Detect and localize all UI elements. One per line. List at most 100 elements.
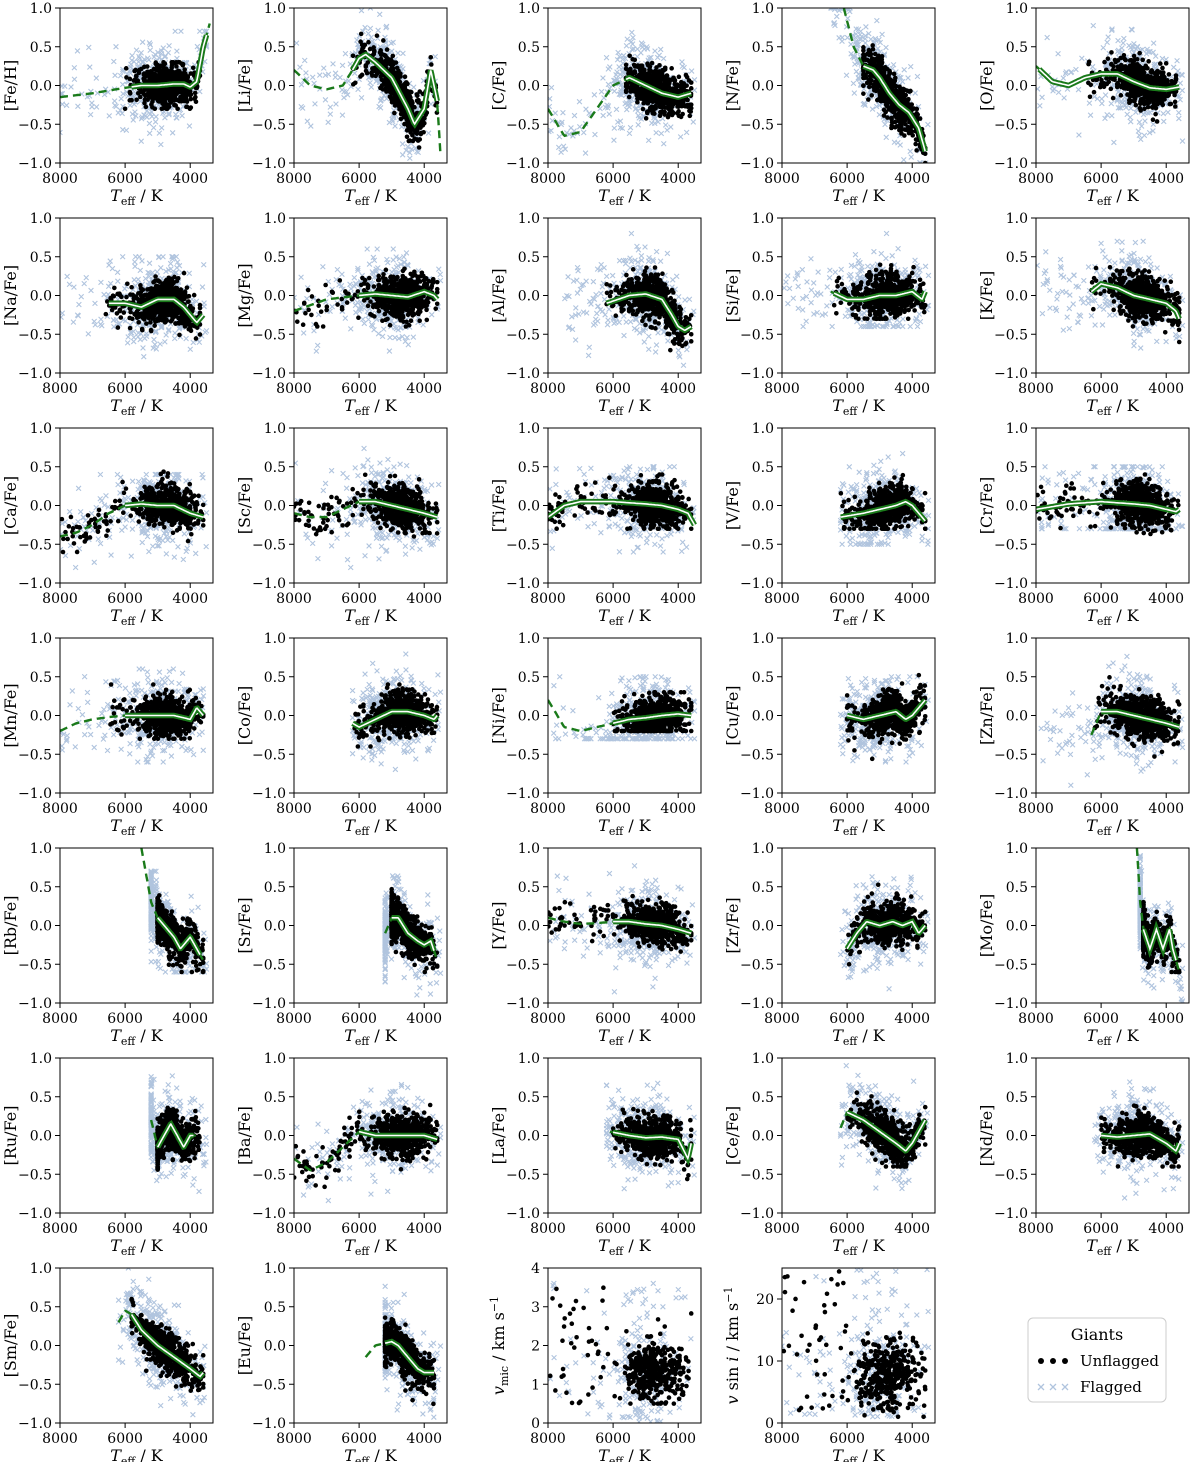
unflagged-point: [402, 74, 408, 79]
flagged-point: [622, 100, 628, 107]
flagged-point: [618, 92, 625, 98]
flagged-point: [325, 119, 331, 126]
unflagged-point: [408, 89, 414, 95]
flagged-point: [1179, 87, 1186, 94]
unflagged-point: [153, 60, 159, 65]
flagged-point: [690, 119, 697, 125]
unflagged-point: [915, 112, 921, 117]
unflagged-point: [177, 98, 182, 104]
flagged-point: [367, 79, 373, 86]
flagged-point: [309, 74, 316, 81]
flagged-point: [862, 40, 869, 46]
flagged-point: [627, 124, 634, 131]
flagged-point: [1146, 129, 1153, 136]
unflagged-point: [922, 160, 928, 163]
unflagged-point: [429, 62, 434, 67]
flagged-point: [844, 15, 851, 22]
unflagged-point: [657, 76, 663, 82]
unflagged-point: [169, 77, 174, 83]
unflagged-point: [868, 52, 873, 57]
flagged-point: [652, 115, 659, 122]
unflagged-point: [872, 51, 878, 57]
flagged-point: [160, 45, 167, 51]
unflagged-point: [382, 58, 388, 64]
flagged-point: [1115, 105, 1122, 111]
flagged-point: [68, 84, 74, 90]
flagged-point: [399, 141, 406, 147]
unflagged-point: [414, 131, 420, 136]
unflagged-point: [1172, 99, 1178, 105]
unflagged-point: [374, 33, 380, 38]
flagged-point: [365, 30, 372, 37]
flagged-point: [297, 64, 303, 71]
flagged-point: [311, 80, 317, 87]
flagged-point: [111, 98, 118, 104]
unflagged-point: [657, 104, 663, 110]
flagged-point: [144, 108, 150, 114]
flagged-point: [378, 97, 384, 103]
flagged-point: [907, 63, 914, 70]
flagged-point: [1175, 109, 1182, 116]
flagged-point: [1114, 48, 1121, 55]
flagged-point: [322, 97, 329, 103]
unflagged-point: [889, 125, 894, 131]
flagged-point: [1150, 40, 1157, 46]
unflagged-point: [184, 104, 189, 110]
y-tick-label: −0.5: [740, 117, 774, 133]
flagged-point: [174, 48, 180, 54]
y-tick-label: 0.5: [264, 40, 286, 56]
flagged-point: [651, 114, 657, 121]
flagged-point: [63, 102, 70, 109]
unflagged-point: [626, 94, 632, 100]
flagged-point: [1079, 55, 1085, 62]
flagged-point: [141, 56, 148, 63]
flagged-point: [1090, 22, 1097, 29]
flagged-point: [308, 123, 314, 129]
flagged-point: [355, 86, 361, 93]
flagged-point: [657, 46, 664, 53]
flagged-point: [1142, 118, 1148, 124]
unflagged-point: [1138, 96, 1144, 102]
flagged-point: [415, 149, 421, 156]
flagged-point: [1121, 35, 1127, 42]
flagged-point: [1075, 86, 1082, 93]
flagged-point: [882, 121, 888, 128]
unflagged-point: [881, 98, 887, 104]
unflagged-point: [686, 78, 692, 83]
flagged-point: [166, 111, 172, 118]
x-tick-label: 4000: [172, 171, 208, 187]
flagged-point: [653, 129, 659, 136]
flagged-point: [358, 8, 365, 14]
unflagged-point: [414, 98, 420, 104]
flagged-point: [152, 51, 158, 58]
flagged-point: [399, 152, 406, 158]
flagged-point: [1100, 44, 1107, 51]
unflagged-point: [421, 129, 426, 135]
flagged-point: [425, 130, 432, 136]
unflagged-point: [650, 110, 656, 116]
flagged-point: [875, 45, 881, 52]
x-tick-label: 6000: [595, 171, 631, 187]
y-tick-label: −0.5: [18, 117, 52, 133]
flagged-point: [624, 36, 631, 42]
unflagged-point: [363, 64, 369, 69]
unflagged-point: [1145, 104, 1151, 110]
unflagged-point: [635, 99, 640, 105]
flagged-point: [1036, 86, 1041, 92]
unflagged-point: [158, 89, 164, 94]
unflagged-point: [192, 90, 198, 96]
unflagged-point: [127, 98, 133, 103]
unflagged-point: [861, 83, 866, 88]
unflagged-point: [669, 104, 675, 109]
flagged-point: [1138, 123, 1145, 129]
y-tick-label: 0.0: [264, 79, 286, 95]
x-tick-label: 8000: [764, 171, 800, 187]
unflagged-point: [169, 59, 175, 65]
flagged-point: [120, 126, 126, 133]
unflagged-point: [122, 106, 128, 112]
unflagged-point: [878, 61, 883, 66]
unflagged-point: [428, 55, 434, 60]
unflagged-point: [381, 38, 386, 43]
